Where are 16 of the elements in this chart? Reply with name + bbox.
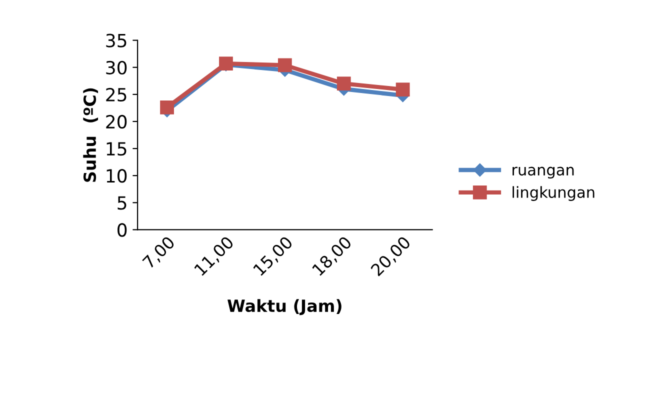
legend-label: ruangan	[512, 166, 574, 179]
point	[278, 58, 292, 72]
y-tick-label: 20	[106, 114, 127, 129]
point	[336, 76, 351, 91]
y-tick-label: 5	[118, 196, 126, 210]
y-tick-label: 10	[106, 169, 127, 183]
point	[160, 100, 174, 114]
x-axis-title: Waktu (Jam)	[228, 299, 342, 316]
y-tick-label: 35	[106, 34, 126, 48]
y-tick-label: 15	[106, 142, 126, 156]
y-tick-label: 25	[106, 88, 126, 102]
y-axis-title: Suhu (ºC)	[83, 88, 98, 182]
y-tick-label: 0	[118, 223, 127, 237]
y-tick-label: 30	[106, 60, 127, 74]
legend-label: lingkungan	[512, 186, 594, 201]
point	[396, 82, 410, 96]
